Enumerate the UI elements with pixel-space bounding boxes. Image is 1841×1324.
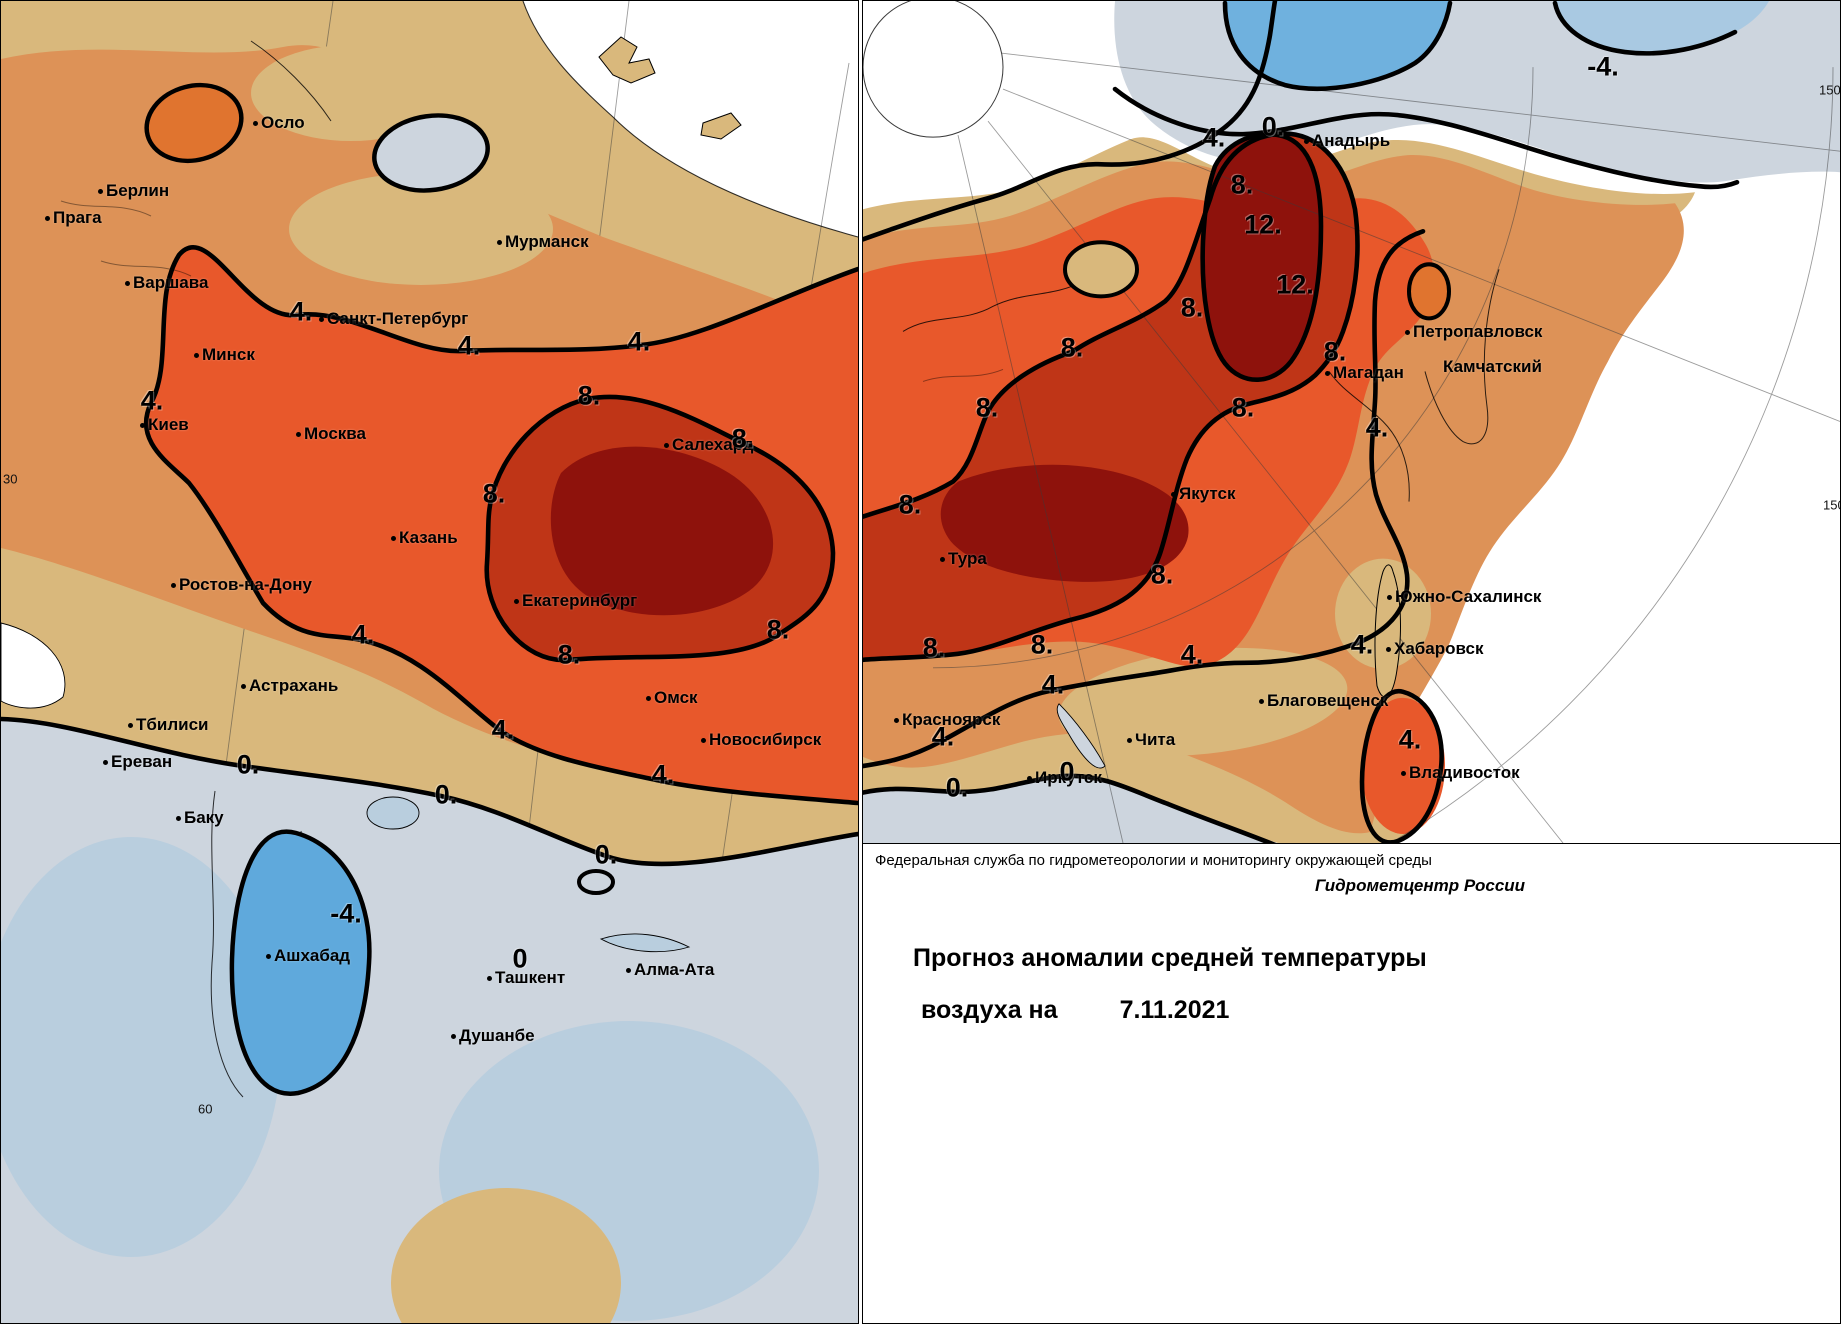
map-footer: Федеральная служба по гидрометеорологии … <box>863 844 1840 1323</box>
map-west-art <box>1 1 858 1323</box>
map-east-art <box>863 1 1840 843</box>
coastlines-west <box>60 1 858 1098</box>
map-panel-east: Анадырь Петропавловск Камчатский Магадан Яку… <box>862 0 1841 1324</box>
coastlines-east <box>902 269 1500 502</box>
graticule-east <box>932 52 1840 843</box>
isolines-west <box>1 245 858 867</box>
forecast-title-prefix: воздуха на <box>921 996 1058 1024</box>
forecast-title-line2: воздуха на 7.11.2021 <box>921 996 1229 1025</box>
map-west-area: Осло Берлин Прага Варшава Санкт-Петербург Мур… <box>1 1 858 1323</box>
forecast-date: 7.11.2021 <box>1119 996 1230 1024</box>
isolines-east <box>863 1 1740 843</box>
map-east-area: Анадырь Петропавловск Камчатский Магадан Яку… <box>863 1 1840 844</box>
map-panel-west: Осло Берлин Прага Варшава Санкт-Петербург Мур… <box>0 0 859 1324</box>
agency-line: Федеральная служба по гидрометеорологии … <box>875 852 1432 869</box>
hydromet-center-label: Гидрометцентр России <box>1315 876 1526 895</box>
forecast-title-line1: Прогноз аномалии средней температуры <box>913 944 1427 972</box>
